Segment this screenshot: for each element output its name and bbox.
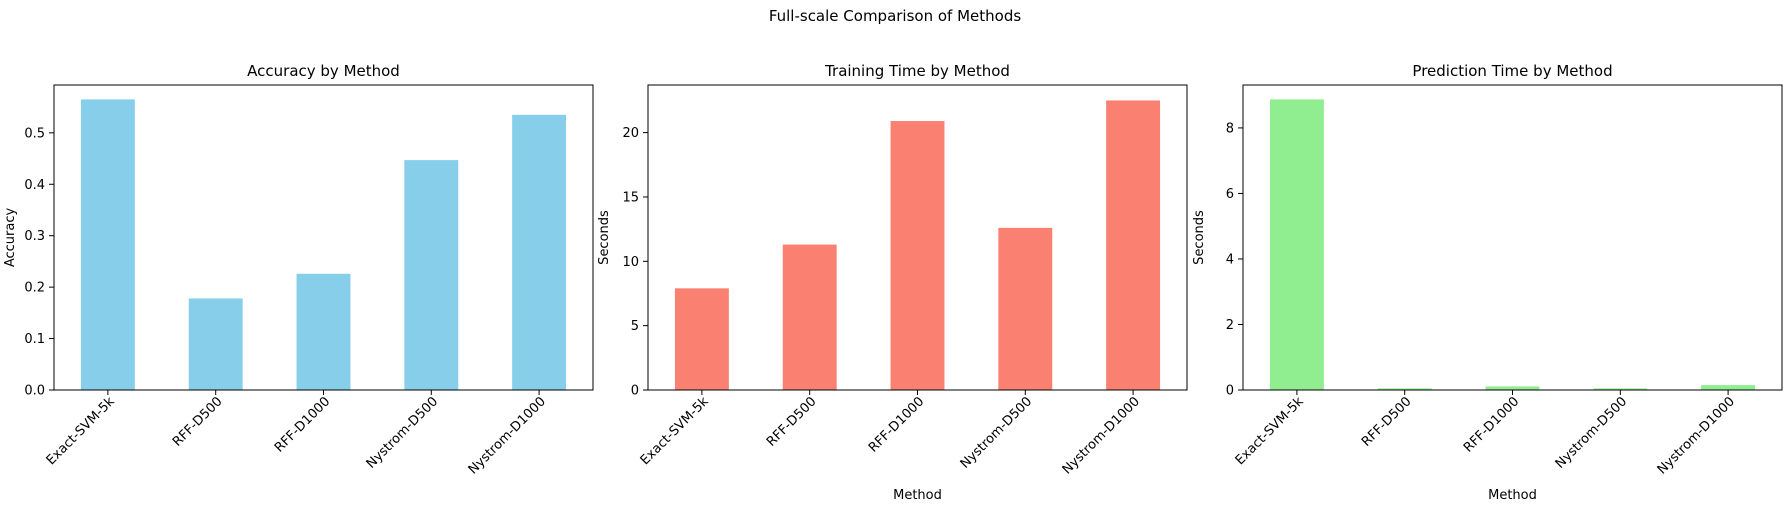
y-tick-label: 20 [622, 126, 639, 141]
x-tick-label: Exact-SVM-5k [1233, 394, 1307, 468]
y-tick-label: 10 [622, 255, 639, 270]
chart-title: Accuracy by Method [247, 62, 400, 80]
y-tick-label: 0.3 [24, 229, 45, 244]
bar-nystrom-d500 [404, 160, 459, 390]
y-axis-label: Accuracy [3, 208, 18, 268]
bar-nystrom-d500 [1593, 388, 1648, 390]
x-axis-label: Method [893, 488, 942, 503]
chart-1: 0.0 0.1 0.2 0.3 0.4 0.5 Exact-SVM-5k RFF-D500 RF… [3, 62, 594, 477]
x-tick-label: RFF-D1000 [1461, 394, 1522, 455]
bar-nystrom-d1000 [512, 114, 567, 391]
figure-suptitle: Full-scale Comparison of Methods [769, 7, 1022, 25]
y-tick-label: 0.4 [24, 178, 45, 193]
x-tick-label: Exact-SVM-5k [44, 394, 118, 468]
y-tick-label: 5 [631, 319, 639, 334]
bar-exact-svm-5k [674, 288, 729, 390]
y-axis-label: Seconds [597, 210, 612, 265]
bar-rff-d500 [1377, 388, 1432, 390]
y-tick-label: 0.0 [24, 384, 45, 399]
x-tick-label: Nystrom-D500 [364, 394, 441, 471]
chart-panels: 0.0 0.1 0.2 0.3 0.4 0.5 Exact-SVM-5k RFF-D500 RF… [3, 62, 1783, 503]
x-tick-label: Nystrom-D1000 [1655, 394, 1738, 477]
chart-2: 0 5 10 15 20 Exact-SVM-5k RFF-D500 RFF-D1000 Nys… [597, 62, 1188, 503]
x-tick-label: RFF-D500 [170, 394, 226, 450]
x-tick-label: Nystrom-D500 [958, 394, 1035, 471]
y-axis-label: Seconds [1192, 210, 1207, 265]
y-tick-label: 0 [631, 384, 639, 399]
bar-exact-svm-5k [1269, 99, 1324, 390]
x-tick-label: RFF-D500 [1359, 394, 1415, 450]
x-tick-label: Nystrom-D1000 [1060, 394, 1143, 477]
y-tick-label: 0.2 [24, 281, 45, 296]
bar-nystrom-d500 [998, 227, 1053, 390]
bar-exact-svm-5k [80, 99, 135, 390]
chart-title: Prediction Time by Method [1412, 62, 1612, 80]
bar-nystrom-d1000 [1106, 100, 1161, 390]
y-tick-label: 0 [1226, 384, 1234, 399]
x-tick-label: Nystrom-D500 [1553, 394, 1630, 471]
x-tick-label: RFF-D500 [764, 394, 820, 450]
x-tick-label: Exact-SVM-5k [638, 394, 712, 468]
chart-title: Training Time by Method [824, 62, 1010, 80]
x-tick-label: RFF-D1000 [272, 394, 333, 455]
bar-rff-d500 [782, 244, 837, 390]
y-tick-label: 0.1 [24, 332, 45, 347]
chart-3: 0 2 4 6 8 Exact-SVM-5k RFF-D500 RFF-D1000 Nystro… [1192, 62, 1783, 503]
y-tick-label: 0.5 [24, 126, 45, 141]
bar-nystrom-d1000 [1701, 385, 1756, 390]
bar-rff-d1000 [296, 273, 351, 390]
y-tick-label: 8 [1226, 121, 1234, 136]
bar-rff-d1000 [1485, 386, 1540, 390]
y-tick-label: 4 [1226, 252, 1234, 267]
x-tick-label: Nystrom-D1000 [466, 394, 549, 477]
x-axis-label: Method [1488, 488, 1537, 503]
bar-rff-d1000 [890, 121, 945, 390]
y-tick-label: 15 [622, 190, 639, 205]
y-tick-label: 6 [1226, 187, 1234, 202]
y-tick-label: 2 [1226, 318, 1234, 333]
x-tick-label: RFF-D1000 [866, 394, 927, 455]
bar-rff-d500 [188, 298, 243, 390]
